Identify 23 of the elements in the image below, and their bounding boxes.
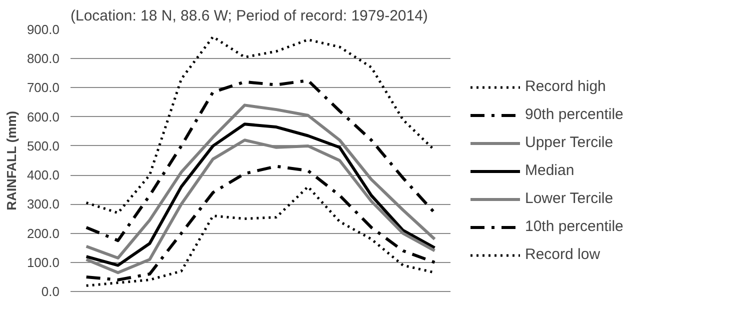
y-tick-label: 200.0: [26, 226, 60, 241]
legend-label: Median: [525, 162, 574, 179]
y-tick-label: 700.0: [26, 80, 60, 96]
line-series: [85, 36, 436, 214]
chart-title: (Location: 18 N, 88.6 W; Period of record: 1979-2014): [70, 8, 428, 24]
y-tick-label: 400.0: [26, 168, 60, 183]
y-tick-label: 500.0: [26, 138, 60, 154]
y-tick-label: 300.0: [26, 196, 60, 212]
legend-label: Upper Tercile: [525, 134, 614, 151]
y-tick-label: 100.0: [26, 254, 60, 270]
y-axis-title: RAINFALL (mm): [4, 110, 19, 210]
y-tick-label: 600.0: [26, 109, 60, 124]
legend-label: Lower Tercile: [525, 190, 614, 207]
legend-label: 10th percentile: [525, 218, 624, 235]
line-series: [84, 104, 436, 260]
legend-label: 90th percentile: [525, 106, 624, 123]
line-series: [84, 122, 436, 267]
line-series: [84, 78, 436, 242]
y-tick-label: 0.0: [41, 284, 60, 299]
y-tick-label: 900.0: [26, 22, 60, 37]
legend-label: Record high: [525, 78, 606, 95]
legend-label: Record low: [525, 246, 600, 263]
y-tick-label: 800.0: [26, 51, 60, 66]
